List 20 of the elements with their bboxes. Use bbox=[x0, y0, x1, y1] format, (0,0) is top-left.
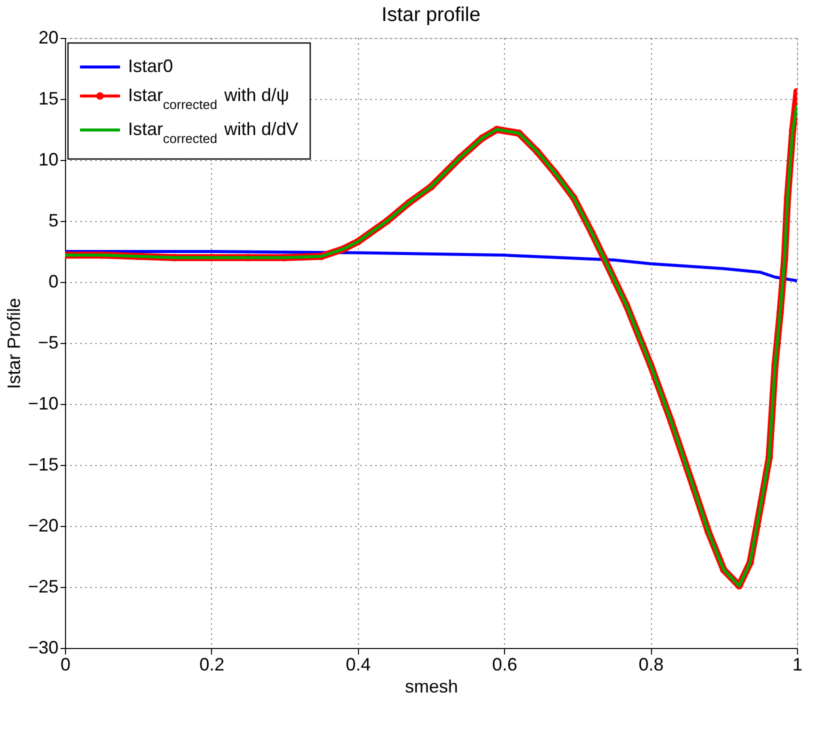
x-axis-title: smesh bbox=[404, 676, 458, 696]
y-tick-label: 5 bbox=[48, 210, 58, 230]
x-tick-label: 0.6 bbox=[492, 654, 518, 674]
y-tick-label: 15 bbox=[38, 88, 58, 108]
y-tick-label: −30 bbox=[28, 638, 58, 658]
x-tick-label: 0.4 bbox=[346, 654, 371, 674]
y-tick-label: 10 bbox=[38, 150, 58, 170]
x-tick-label: 0.2 bbox=[199, 654, 224, 674]
y-tick-label: −25 bbox=[28, 576, 58, 596]
y-axis-title: Istar Profile bbox=[4, 298, 24, 390]
y-tick-label: −20 bbox=[28, 516, 58, 536]
y-tick-label: −5 bbox=[38, 332, 58, 352]
x-tick-label: 0.8 bbox=[638, 654, 664, 674]
y-tick-label: −15 bbox=[28, 454, 58, 474]
chart-title: Istar profile bbox=[382, 4, 480, 26]
y-tick-label: 20 bbox=[38, 28, 58, 48]
x-tick-label: 1 bbox=[792, 654, 803, 674]
legend-label: Istar0 bbox=[128, 56, 174, 76]
y-tick-label: −10 bbox=[28, 394, 58, 414]
y-tick-label: 0 bbox=[48, 272, 58, 292]
